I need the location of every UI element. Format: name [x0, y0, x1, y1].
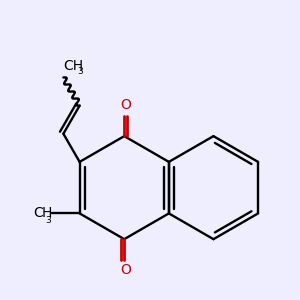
Text: H: H — [41, 206, 52, 220]
Text: 3: 3 — [78, 67, 83, 76]
Text: C: C — [33, 206, 43, 220]
Text: O: O — [120, 98, 131, 112]
Text: O: O — [120, 263, 131, 277]
Text: CH: CH — [63, 59, 83, 74]
Text: 3: 3 — [46, 216, 52, 225]
